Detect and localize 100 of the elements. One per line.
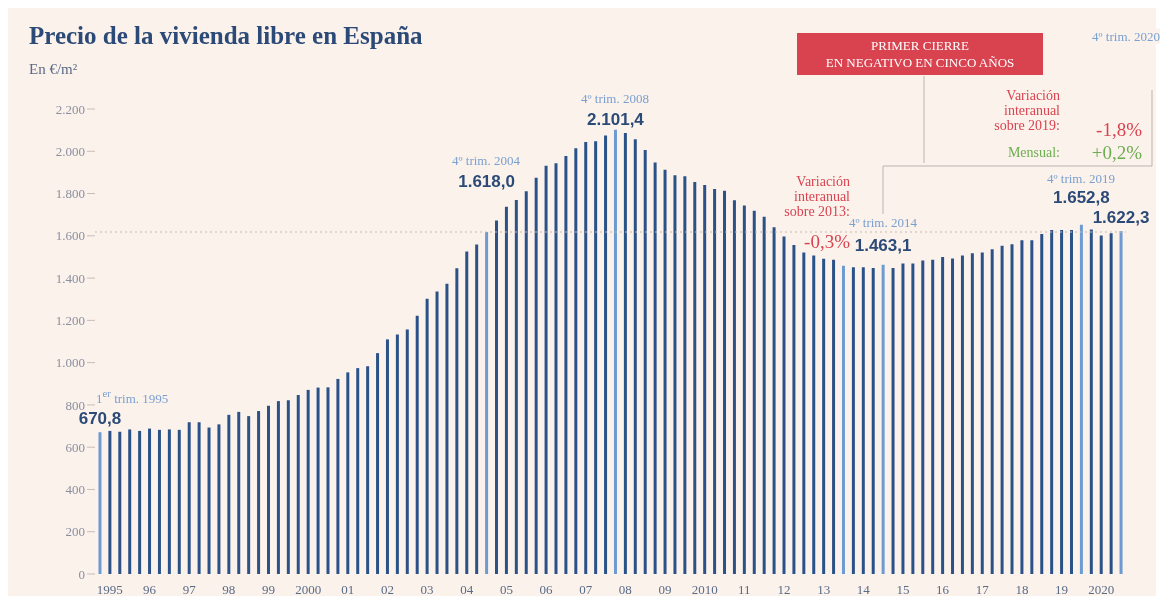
x-tick-label: 01 <box>341 582 355 597</box>
x-tick-label: 1995 <box>96 582 123 597</box>
bar <box>921 260 925 574</box>
bar <box>554 163 558 574</box>
x-tick-label: 09 <box>658 582 672 597</box>
bar <box>564 155 568 574</box>
bar <box>485 232 489 574</box>
bar <box>871 267 875 574</box>
bar <box>723 190 727 574</box>
chart-title: Precio de la vivienda libre en España <box>29 22 423 50</box>
bar <box>98 432 102 574</box>
bar <box>118 431 122 574</box>
bar <box>1079 224 1083 574</box>
bar <box>187 422 191 574</box>
bar <box>901 263 905 574</box>
y-tick-label: 0 <box>78 566 85 582</box>
text: 4º trim. 2008 <box>581 90 649 106</box>
bar <box>405 329 409 574</box>
bar <box>465 251 469 574</box>
bar <box>941 256 945 574</box>
bar <box>425 298 429 574</box>
bar <box>514 199 518 574</box>
bar <box>812 255 816 574</box>
bar <box>990 249 994 574</box>
data-label: 2.101,4 <box>587 109 644 130</box>
annotation: -0,3% <box>804 230 850 252</box>
x-tick-label: 11 <box>738 582 751 597</box>
y-tick-label: 200 <box>65 524 85 540</box>
bar <box>475 244 479 574</box>
text: PRIMER CIERRE EN NEGATIVO EN CINCO AÑOS <box>797 33 1043 75</box>
bar <box>247 416 251 574</box>
bar <box>1040 233 1044 574</box>
x-tick-label: 99 <box>261 582 275 597</box>
bar <box>504 206 508 574</box>
bar <box>316 387 320 574</box>
y-tick-label: 1.600 <box>55 228 85 244</box>
bar <box>841 265 845 574</box>
x-tick-label: 2020 <box>1088 582 1115 597</box>
x-tick-label: 18 <box>1015 582 1029 597</box>
bar <box>395 334 399 574</box>
bar <box>534 177 538 574</box>
bar <box>594 141 598 574</box>
bar <box>237 411 241 574</box>
annotation: 4º trim. 2019 <box>1047 170 1115 186</box>
bar <box>931 259 935 574</box>
x-tick-label: 12 <box>777 582 791 597</box>
y-tick-label: 1.200 <box>55 312 85 328</box>
x-tick-label: 98 <box>222 582 236 597</box>
bar <box>881 264 885 574</box>
y-tick-label: 2.200 <box>55 101 85 117</box>
y-tick-label: 400 <box>65 482 85 498</box>
bar <box>1010 244 1014 574</box>
x-tick-label: 08 <box>618 582 632 597</box>
bar <box>524 191 528 574</box>
y-tick-label: 2.000 <box>55 143 85 159</box>
bar <box>1099 235 1103 574</box>
bar <box>148 428 152 574</box>
bar <box>1060 229 1064 574</box>
bar <box>1109 233 1113 574</box>
x-tick-label: 19 <box>1055 582 1069 597</box>
data-label: 1.652,8 <box>1053 187 1110 208</box>
bar <box>802 252 806 574</box>
bar <box>673 175 677 574</box>
bar <box>356 368 360 574</box>
bar <box>167 429 171 574</box>
x-tick-label: 2010 <box>691 582 718 597</box>
x-tick-label: 06 <box>539 582 554 597</box>
bar <box>1119 231 1123 574</box>
x-tick-label: 04 <box>460 582 474 597</box>
annotation: 4º trim. 2004 <box>452 152 520 168</box>
x-tick-label: 14 <box>856 582 871 597</box>
bar <box>851 267 855 574</box>
bar <box>346 372 350 574</box>
bar <box>951 258 955 574</box>
bar <box>663 169 667 574</box>
bar <box>623 133 627 574</box>
bar <box>822 258 826 574</box>
annotation: 4º trim. 2014 <box>849 214 917 230</box>
x-tick-label: 97 <box>182 582 197 597</box>
bar <box>732 200 736 574</box>
data-label: 1.618,0 <box>458 172 515 192</box>
bar <box>693 181 697 574</box>
data-label: 1.463,1 <box>854 235 912 256</box>
x-tick-label: 96 <box>143 582 157 597</box>
bar <box>980 252 984 574</box>
x-tick-label: 16 <box>936 582 950 597</box>
bar <box>1089 229 1093 574</box>
bar <box>207 427 211 574</box>
bar <box>177 429 181 574</box>
bar <box>1069 229 1073 574</box>
y-tick-label: 1.800 <box>55 186 85 202</box>
bar <box>604 135 608 574</box>
bar <box>633 139 637 574</box>
x-tick-label: 17 <box>975 582 990 597</box>
bar <box>703 185 707 574</box>
bar <box>960 255 964 574</box>
x-tick-label: 15 <box>896 582 910 597</box>
bar <box>653 162 657 574</box>
annotation: +0,2% <box>1091 141 1142 163</box>
y-tick-label: 1.400 <box>55 270 85 286</box>
